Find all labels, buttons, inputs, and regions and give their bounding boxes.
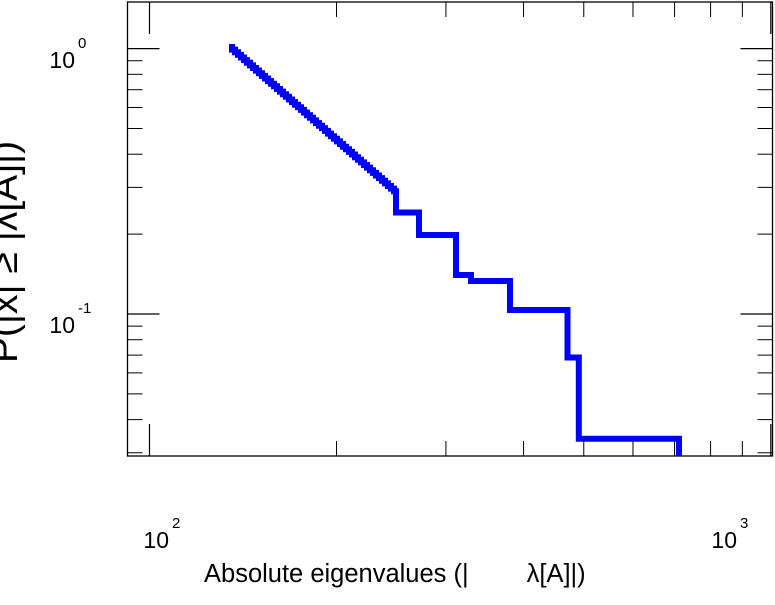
svg-text:10: 10	[49, 312, 75, 338]
svg-text:10: 10	[711, 527, 737, 553]
svg-text:P(|x| ≥ |λ[A]|): P(|x| ≥ |λ[A]|)	[0, 141, 26, 363]
svg-text:3: 3	[740, 515, 748, 532]
svg-text:Absolute eigenvalues (|λ[A]|): Absolute eigenvalues (| λ[A]|)	[204, 560, 586, 588]
svg-text:0: 0	[78, 35, 86, 52]
svg-text:-1: -1	[78, 300, 91, 317]
svg-text:2: 2	[172, 515, 180, 532]
svg-text:10: 10	[143, 527, 169, 553]
svg-text:10: 10	[49, 47, 75, 73]
